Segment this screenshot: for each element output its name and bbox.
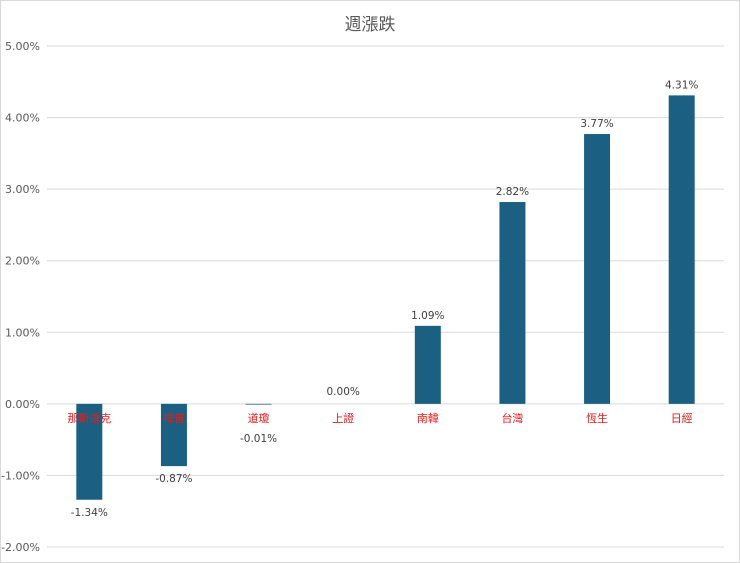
data-label: -1.34% (71, 507, 108, 519)
category-label: 日經 (671, 411, 693, 425)
y-tick-label: -1.00% (1, 469, 40, 482)
bar (76, 403, 103, 500)
category-label: 道瓊 (248, 411, 270, 425)
bar (584, 134, 611, 404)
y-tick-label: 5.00% (5, 40, 40, 53)
category-label: 台灣 (501, 411, 523, 425)
category-label: 上證 (332, 411, 354, 425)
bar (414, 325, 441, 404)
data-label: -0.87% (155, 473, 192, 485)
data-label: 1.09% (411, 310, 444, 322)
category-label: 標普 (163, 411, 185, 425)
data-label: 0.00% (327, 386, 360, 398)
chart-title: 週漲跌 (344, 15, 396, 35)
bar (499, 202, 526, 404)
data-label: -0.01% (240, 433, 277, 445)
bar (160, 403, 187, 467)
data-label: 4.31% (665, 79, 698, 91)
y-tick-label: 3.00% (5, 183, 40, 196)
y-tick-label: 4.00% (5, 112, 40, 125)
y-tick-label: 2.00% (5, 255, 40, 268)
bar (245, 403, 272, 405)
category-label: 那斯達克 (67, 412, 111, 425)
y-tick-label: 0.00% (5, 398, 40, 411)
category-label: 恆生 (586, 411, 608, 425)
y-tick-label: -2.00% (1, 541, 40, 554)
data-label: 2.82% (496, 186, 529, 198)
category-label: 南韓 (417, 412, 439, 425)
y-tick-label: 1.00% (5, 326, 40, 339)
data-label: 3.77% (580, 118, 613, 130)
bar (668, 95, 695, 404)
